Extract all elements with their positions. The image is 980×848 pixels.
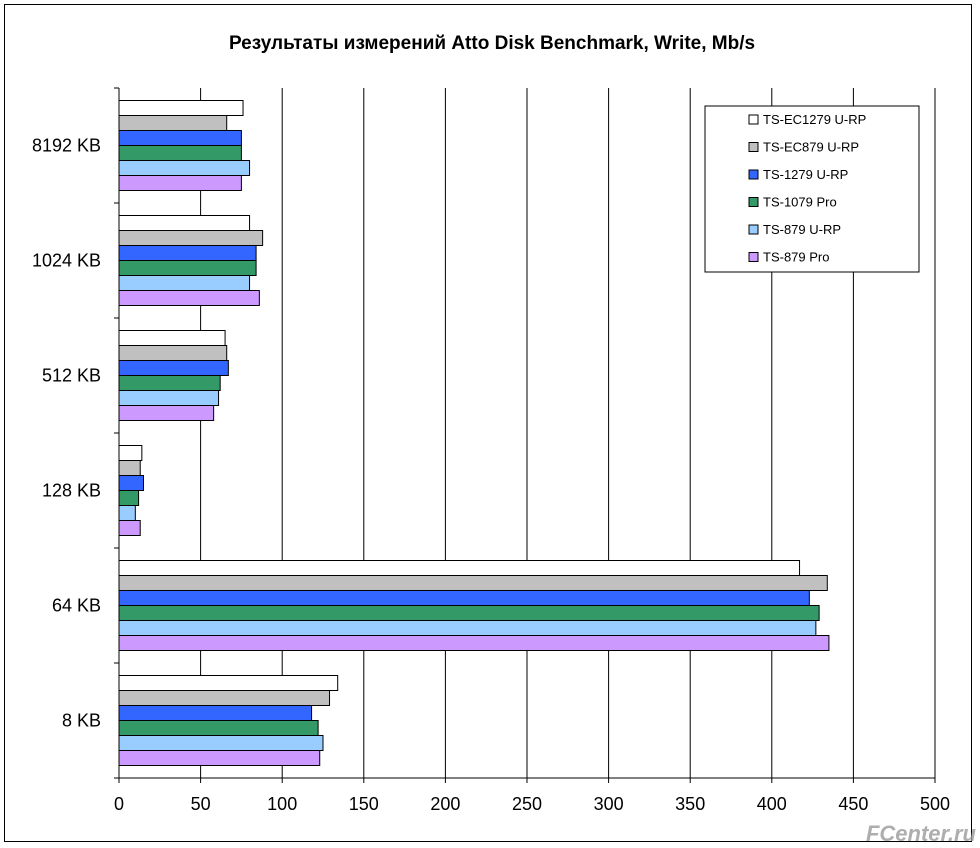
legend: TS-EC1279 U-RP TS-EC879 U-RP TS-1279 U-RP T…: [704, 105, 920, 273]
bar: [118, 390, 220, 406]
category-label: 512 KB: [42, 366, 101, 386]
bar: [118, 620, 817, 636]
bar: [118, 160, 251, 176]
legend-label: TS-1279 U-RP: [763, 167, 848, 182]
bar: [118, 290, 260, 306]
bar: [118, 145, 242, 161]
bar: [118, 675, 339, 691]
bar: [118, 735, 324, 751]
bar: [118, 215, 251, 231]
x-tick-label: 250: [512, 794, 542, 814]
bar: [118, 360, 229, 376]
bar: [118, 605, 820, 621]
bar: [118, 635, 830, 651]
legend-label: TS-879 Pro: [763, 250, 829, 265]
bar: [118, 375, 221, 391]
bar: [118, 130, 242, 146]
category-label: 128 KB: [42, 481, 101, 501]
bar: [118, 460, 141, 476]
bar: [118, 705, 313, 721]
bar: [118, 275, 251, 291]
x-tick-label: 50: [191, 794, 211, 814]
legend-swatch: [748, 114, 759, 125]
category-label: 8 KB: [62, 711, 101, 731]
bar: [118, 690, 331, 706]
x-tick-label: 400: [757, 794, 787, 814]
category-label: 64 KB: [52, 596, 101, 616]
chart-title: Результаты измерений Atto Disk Benchmark…: [229, 33, 755, 54]
bar: [118, 750, 321, 766]
legend-swatch: [748, 252, 759, 262]
legend-swatch: [748, 142, 759, 152]
bar: [118, 590, 810, 606]
x-tick-label: 100: [267, 794, 297, 814]
bar: [118, 490, 140, 506]
x-tick-label: 500: [920, 794, 950, 814]
legend-label: TS-EC1279 U-RP: [763, 112, 866, 127]
bar: [118, 505, 136, 521]
bar: [118, 575, 828, 591]
x-tick-label: 150: [349, 794, 379, 814]
x-tick-label: 200: [430, 794, 460, 814]
bar: [118, 245, 257, 261]
legend-label: TS-1079 Pro: [763, 195, 837, 210]
bar: [118, 100, 244, 116]
legend-swatch: [748, 224, 759, 235]
bar: [118, 115, 228, 131]
bar: [118, 345, 228, 361]
legend-swatch: [748, 197, 759, 207]
bar: [118, 560, 801, 576]
bar: [118, 175, 242, 191]
legend-label: TS-879 U-RP: [763, 222, 841, 237]
bar: [118, 445, 143, 461]
axes: 8192 KB 1024 KB 512 KB 128 KB 64 KB 8 KB 0 50 10…: [32, 87, 950, 814]
bar: [118, 475, 144, 491]
x-tick-label: 350: [675, 794, 705, 814]
legend-label: TS-EC879 U-RP: [763, 140, 859, 155]
legend-box: [704, 105, 920, 273]
bar: [118, 405, 215, 421]
x-tick-label: 450: [838, 794, 868, 814]
x-tick-label: 300: [594, 794, 624, 814]
bar: [118, 260, 257, 276]
category-label: 8192 KB: [32, 136, 101, 156]
legend-swatch: [748, 169, 759, 180]
category-label: 1024 KB: [32, 251, 101, 271]
bar: [118, 330, 226, 346]
x-tick-label: 0: [114, 794, 124, 814]
watermark-logo: FCenter.ru: [866, 821, 977, 846]
bar: [118, 520, 141, 536]
bar: [118, 230, 264, 246]
bar: [118, 720, 319, 736]
